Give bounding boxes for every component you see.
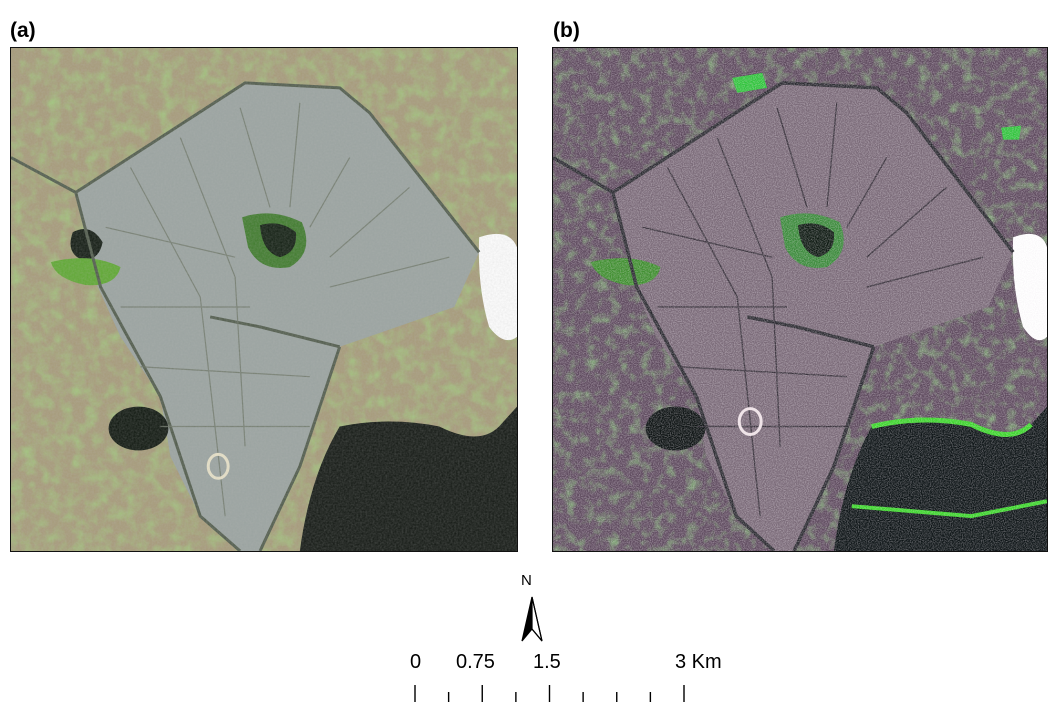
scale-tick-label-3: 3 Km [675, 651, 722, 673]
north-arrow-label: N [521, 572, 532, 589]
panel-a-label: (a) [10, 19, 36, 42]
satellite-map-panel-b [552, 47, 1048, 552]
scale-ticks [414, 685, 685, 702]
north-arrow-icon [521, 596, 543, 642]
satellite-map-panel-a [10, 47, 518, 552]
scale-tick-label-1-5: 1.5 [533, 651, 561, 673]
satellite-image-b [553, 48, 1047, 551]
scale-bar: 0 0.75 1.5 3 Km [395, 652, 755, 702]
scale-tick-label-0: 0 [410, 651, 422, 673]
satellite-image-a [11, 48, 517, 551]
panel-b-label: (b) [553, 19, 580, 42]
scale-tick-label-0-75: 0.75 [456, 651, 495, 673]
